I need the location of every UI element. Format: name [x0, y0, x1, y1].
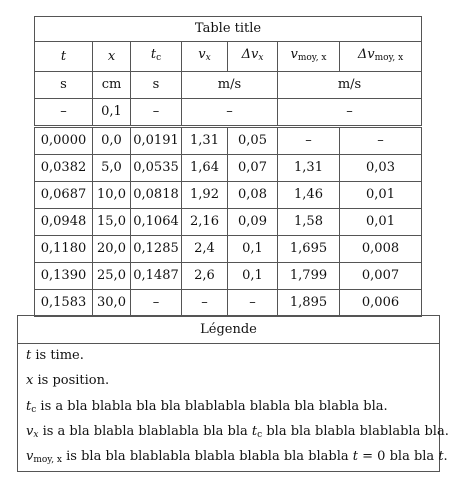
table-cell: 20,0	[92, 235, 131, 263]
table-cell: 15,0	[92, 208, 131, 236]
header-dvmoy: Δvmoy, x	[338, 41, 423, 72]
table-row: 0,0687 10,0 0,0818 1,92 0,08 1,46 0,01	[34, 181, 423, 209]
table-row: 0,0948 15,0 0,1064 2,16 0,09 1,58 0,01	[34, 208, 423, 236]
table-cell: 1,64	[181, 154, 228, 182]
table-cell: 1,58	[277, 208, 340, 236]
table-cell: 0,1390	[34, 262, 93, 290]
table-cell: 0,08	[227, 181, 278, 209]
table-cell: 0,1180	[34, 235, 93, 263]
table-cell: 0,0	[92, 126, 131, 155]
header-vx: vx	[181, 41, 228, 72]
unit-vmoy: m/s	[276, 71, 423, 99]
table-row: 0,0000 0,0 0,0191 1,31 0,05– –	[34, 126, 423, 155]
header-row: t x tc vx Δvx vmoy, x Δvmoy, x	[34, 41, 423, 72]
table-cell: 0,1	[227, 262, 278, 290]
table-cell: –	[181, 289, 228, 317]
table-cell: 0,1285	[130, 235, 182, 263]
table-cell: 10,0	[92, 181, 131, 209]
table-cell: 0,006	[338, 289, 423, 317]
legend-title: Légende	[18, 316, 439, 344]
table-cell: 1,31	[277, 154, 340, 182]
header-tc: tc	[130, 41, 182, 72]
table-cell: 0,0000	[34, 126, 93, 155]
header-x: x	[92, 41, 131, 72]
table-row: 0,1180 20,0 0,1285 2,4 0,1 1,695 0,008	[34, 235, 423, 263]
table-cell: –	[277, 126, 340, 155]
header-dvx: Δvx	[227, 41, 278, 72]
table-cell: 0,05	[227, 126, 278, 155]
table-cell: 0,01	[338, 208, 423, 236]
units-row: s cm s m/s m/s	[34, 71, 423, 99]
legend-box: Légende t is time. x is position. tc is …	[17, 315, 449, 472]
table-cell: 1,799	[277, 262, 340, 290]
data-table: Table title t x tc vx Δvx vmoy, x Δvmoy,…	[33, 16, 423, 317]
uncertainty-vmoy: –	[276, 98, 423, 128]
table-cell: 2,16	[181, 208, 228, 236]
table-cell: 1,92	[181, 181, 228, 209]
unit-v: m/s	[181, 71, 278, 99]
table-cell: 25,0	[92, 262, 131, 290]
header-vmoy: vmoy, x	[277, 41, 340, 72]
uncertainty-row: – 0,1 – – –	[34, 98, 423, 128]
table-cell: 1,46	[277, 181, 340, 209]
table-cell: 0,09	[227, 208, 278, 236]
unit-t: s	[34, 71, 93, 99]
table-cell: 0,0191	[130, 126, 182, 155]
legend-item-vx: vx is a bla blabla blablabla bla bla tc …	[26, 424, 449, 440]
legend-item-vmoy: vmoy, x is bla bla blablabla blabla blab…	[26, 449, 448, 465]
table-cell: 0,1487	[130, 262, 182, 290]
table-cell: 0,0948	[34, 208, 93, 236]
header-t: t	[34, 41, 93, 72]
table-row: 0,0382 5,0 0,0535 1,64 0,07 1,31 0,03	[34, 154, 423, 182]
uncertainty-x: 0,1	[92, 98, 131, 128]
uncertainty-t: –	[34, 98, 93, 128]
table-cell: 0,1583	[34, 289, 93, 317]
table-cell: 0,008	[338, 235, 423, 263]
table-cell: 0,03	[338, 154, 423, 182]
uncertainty-tc: –	[130, 98, 182, 128]
table-cell: 1,31	[181, 126, 228, 155]
table-cell: 0,1064	[130, 208, 182, 236]
table-cell: 0,0687	[34, 181, 93, 209]
table-cell: 1,695	[277, 235, 340, 263]
table-cell: 5,0	[92, 154, 131, 182]
table-cell: 0,01	[338, 181, 423, 209]
table-row: 0,1583 30,0– – –1,895 0,006	[34, 289, 423, 317]
table-cell: 1,895	[277, 289, 340, 317]
uncertainty-v: –	[181, 98, 278, 128]
unit-tc: s	[130, 71, 182, 99]
table-cell: –	[338, 126, 423, 155]
table-cell: 2,6	[181, 262, 228, 290]
table-cell: 0,07	[227, 154, 278, 182]
table-cell: 0,0818	[130, 181, 182, 209]
table-cell: 0,0382	[34, 154, 93, 182]
unit-x: cm	[92, 71, 131, 99]
table-cell: –	[227, 289, 278, 317]
legend-item-t: t is time.	[26, 348, 84, 363]
legend-item-tc: tc is a bla blabla bla bla blablabla bla…	[26, 399, 388, 415]
table-cell: 0,0535	[130, 154, 182, 182]
table-row: 0,1390 25,0 0,1487 2,6 0,1 1,799 0,007	[34, 262, 423, 290]
table-cell: 0,1	[227, 235, 278, 263]
table-cell: 30,0	[92, 289, 131, 317]
table-title: Table title	[33, 16, 423, 42]
table-cell: 2,4	[181, 235, 228, 263]
legend-item-x: x is position.	[26, 373, 110, 388]
data-rows: 0,0000 0,0 0,0191 1,31 0,05– –0,0382 5,0 0,0535…	[34, 126, 423, 317]
table-cell: –	[130, 289, 182, 317]
table-cell: 0,007	[338, 262, 423, 290]
